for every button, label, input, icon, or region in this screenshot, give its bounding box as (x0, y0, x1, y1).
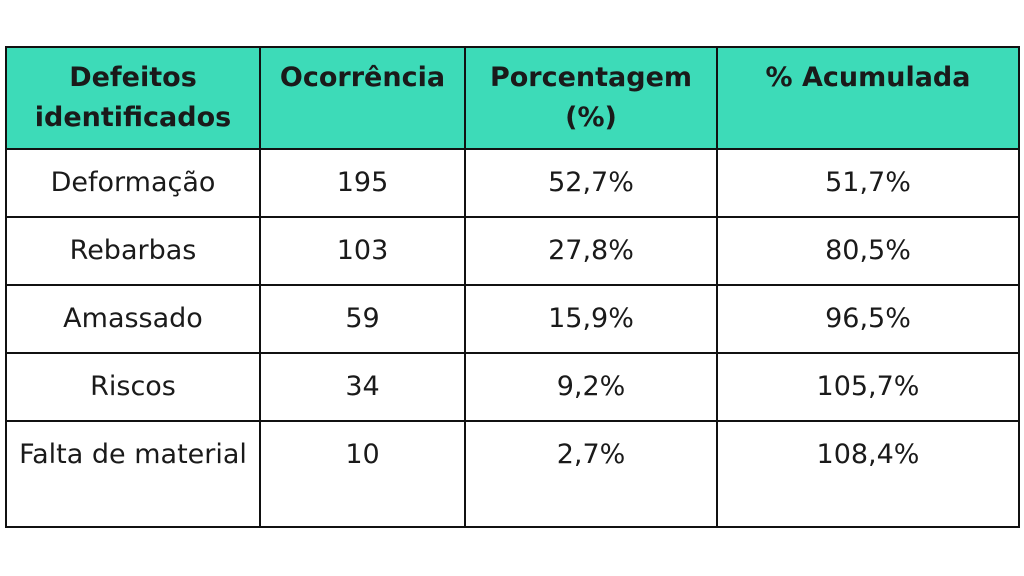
header-row: Defeitos identificados Ocorrência Porcen… (5, 46, 1020, 150)
header-percentage: Porcentagem (%) (464, 46, 718, 150)
cell-occurrence: 10 (259, 420, 466, 528)
cell-defect: Deformação (5, 148, 261, 218)
table-row: Rebarbas 103 27,8% 80,5% (5, 216, 1020, 286)
table-row: Riscos 34 9,2% 105,7% (5, 352, 1020, 422)
cell-defect: Rebarbas (5, 216, 261, 286)
cell-defect: Falta de material (5, 420, 261, 528)
cell-percentage: 15,9% (464, 284, 718, 354)
table-row: Deformação 195 52,7% 51,7% (5, 148, 1020, 218)
table-row: Amassado 59 15,9% 96,5% (5, 284, 1020, 354)
table-row: Falta de material 10 2,7% 108,4% (5, 420, 1020, 528)
cell-defect: Amassado (5, 284, 261, 354)
cell-cumulative: 105,7% (716, 352, 1020, 422)
cell-percentage: 2,7% (464, 420, 718, 528)
header-occurrence: Ocorrência (259, 46, 466, 150)
cell-occurrence: 34 (259, 352, 466, 422)
cell-percentage: 52,7% (464, 148, 718, 218)
cell-cumulative: 96,5% (716, 284, 1020, 354)
header-cumulative: % Acumulada (716, 46, 1020, 150)
cell-percentage: 9,2% (464, 352, 718, 422)
cell-cumulative: 51,7% (716, 148, 1020, 218)
header-defects: Defeitos identificados (5, 46, 261, 150)
cell-occurrence: 103 (259, 216, 466, 286)
defects-table: Defeitos identificados Ocorrência Porcen… (5, 46, 1020, 528)
cell-defect: Riscos (5, 352, 261, 422)
cell-occurrence: 195 (259, 148, 466, 218)
cell-cumulative: 80,5% (716, 216, 1020, 286)
cell-occurrence: 59 (259, 284, 466, 354)
cell-percentage: 27,8% (464, 216, 718, 286)
cell-cumulative: 108,4% (716, 420, 1020, 528)
